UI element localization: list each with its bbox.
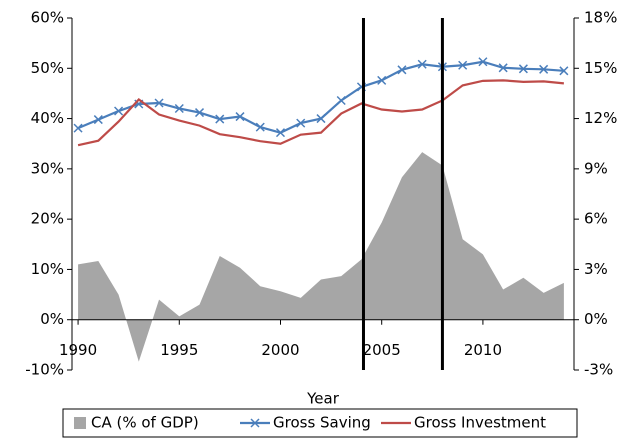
marker (215, 114, 225, 124)
marker (255, 122, 265, 132)
marker (377, 75, 387, 85)
y2-tick-label: 18% (584, 9, 617, 27)
y2-tick-label: 0% (584, 310, 608, 328)
legend-box (62, 408, 578, 438)
line (77, 79, 564, 147)
marker (539, 64, 549, 74)
marker (114, 106, 124, 116)
x-tick-label: 2000 (261, 341, 299, 359)
marker (73, 123, 83, 133)
y2-tick-label: 12% (584, 109, 617, 127)
marker (458, 60, 468, 70)
y2-tick-label: 6% (584, 210, 608, 228)
marker (478, 57, 488, 67)
y2-tick-label: 15% (584, 59, 617, 77)
x-tick-label: 1995 (160, 341, 198, 359)
legend-label: Gross Saving (273, 414, 371, 432)
y2-tick-label: 3% (584, 260, 608, 278)
legend-label: Gross Investment (414, 414, 546, 432)
marker (296, 118, 306, 128)
legend-swatch (74, 417, 86, 429)
marker (498, 63, 508, 73)
y-tick-label: 40% (31, 109, 64, 127)
marker (154, 98, 164, 108)
y-tick-label: 60% (31, 9, 64, 27)
y2-tick-label: -3% (584, 361, 613, 379)
x-axis-title: Year (306, 390, 340, 408)
marker (336, 95, 346, 105)
y-tick-label: 50% (31, 59, 64, 77)
y-tick-label: 10% (31, 260, 64, 278)
marker (417, 59, 427, 69)
marker (316, 114, 326, 124)
x-tick-label: 2005 (363, 341, 401, 359)
y-tick-label: 20% (31, 210, 64, 228)
y2-tick-label: 9% (584, 159, 608, 177)
y-tick-label: 30% (31, 159, 64, 177)
line (77, 60, 564, 134)
marker (518, 64, 528, 74)
marker (397, 65, 407, 75)
y-tick-label: 0% (40, 310, 64, 328)
area (78, 152, 564, 362)
legend-label: CA (% of GDP) (91, 414, 199, 432)
marker (194, 108, 205, 118)
marker (235, 112, 245, 122)
marker (93, 115, 103, 125)
legend-marker (250, 418, 260, 428)
x-tick-label: 2010 (464, 341, 502, 359)
marker (559, 66, 569, 76)
marker (275, 128, 286, 138)
x-tick-label: 1990 (59, 341, 97, 359)
marker (174, 103, 184, 114)
y-tick-label: -10% (25, 361, 64, 379)
